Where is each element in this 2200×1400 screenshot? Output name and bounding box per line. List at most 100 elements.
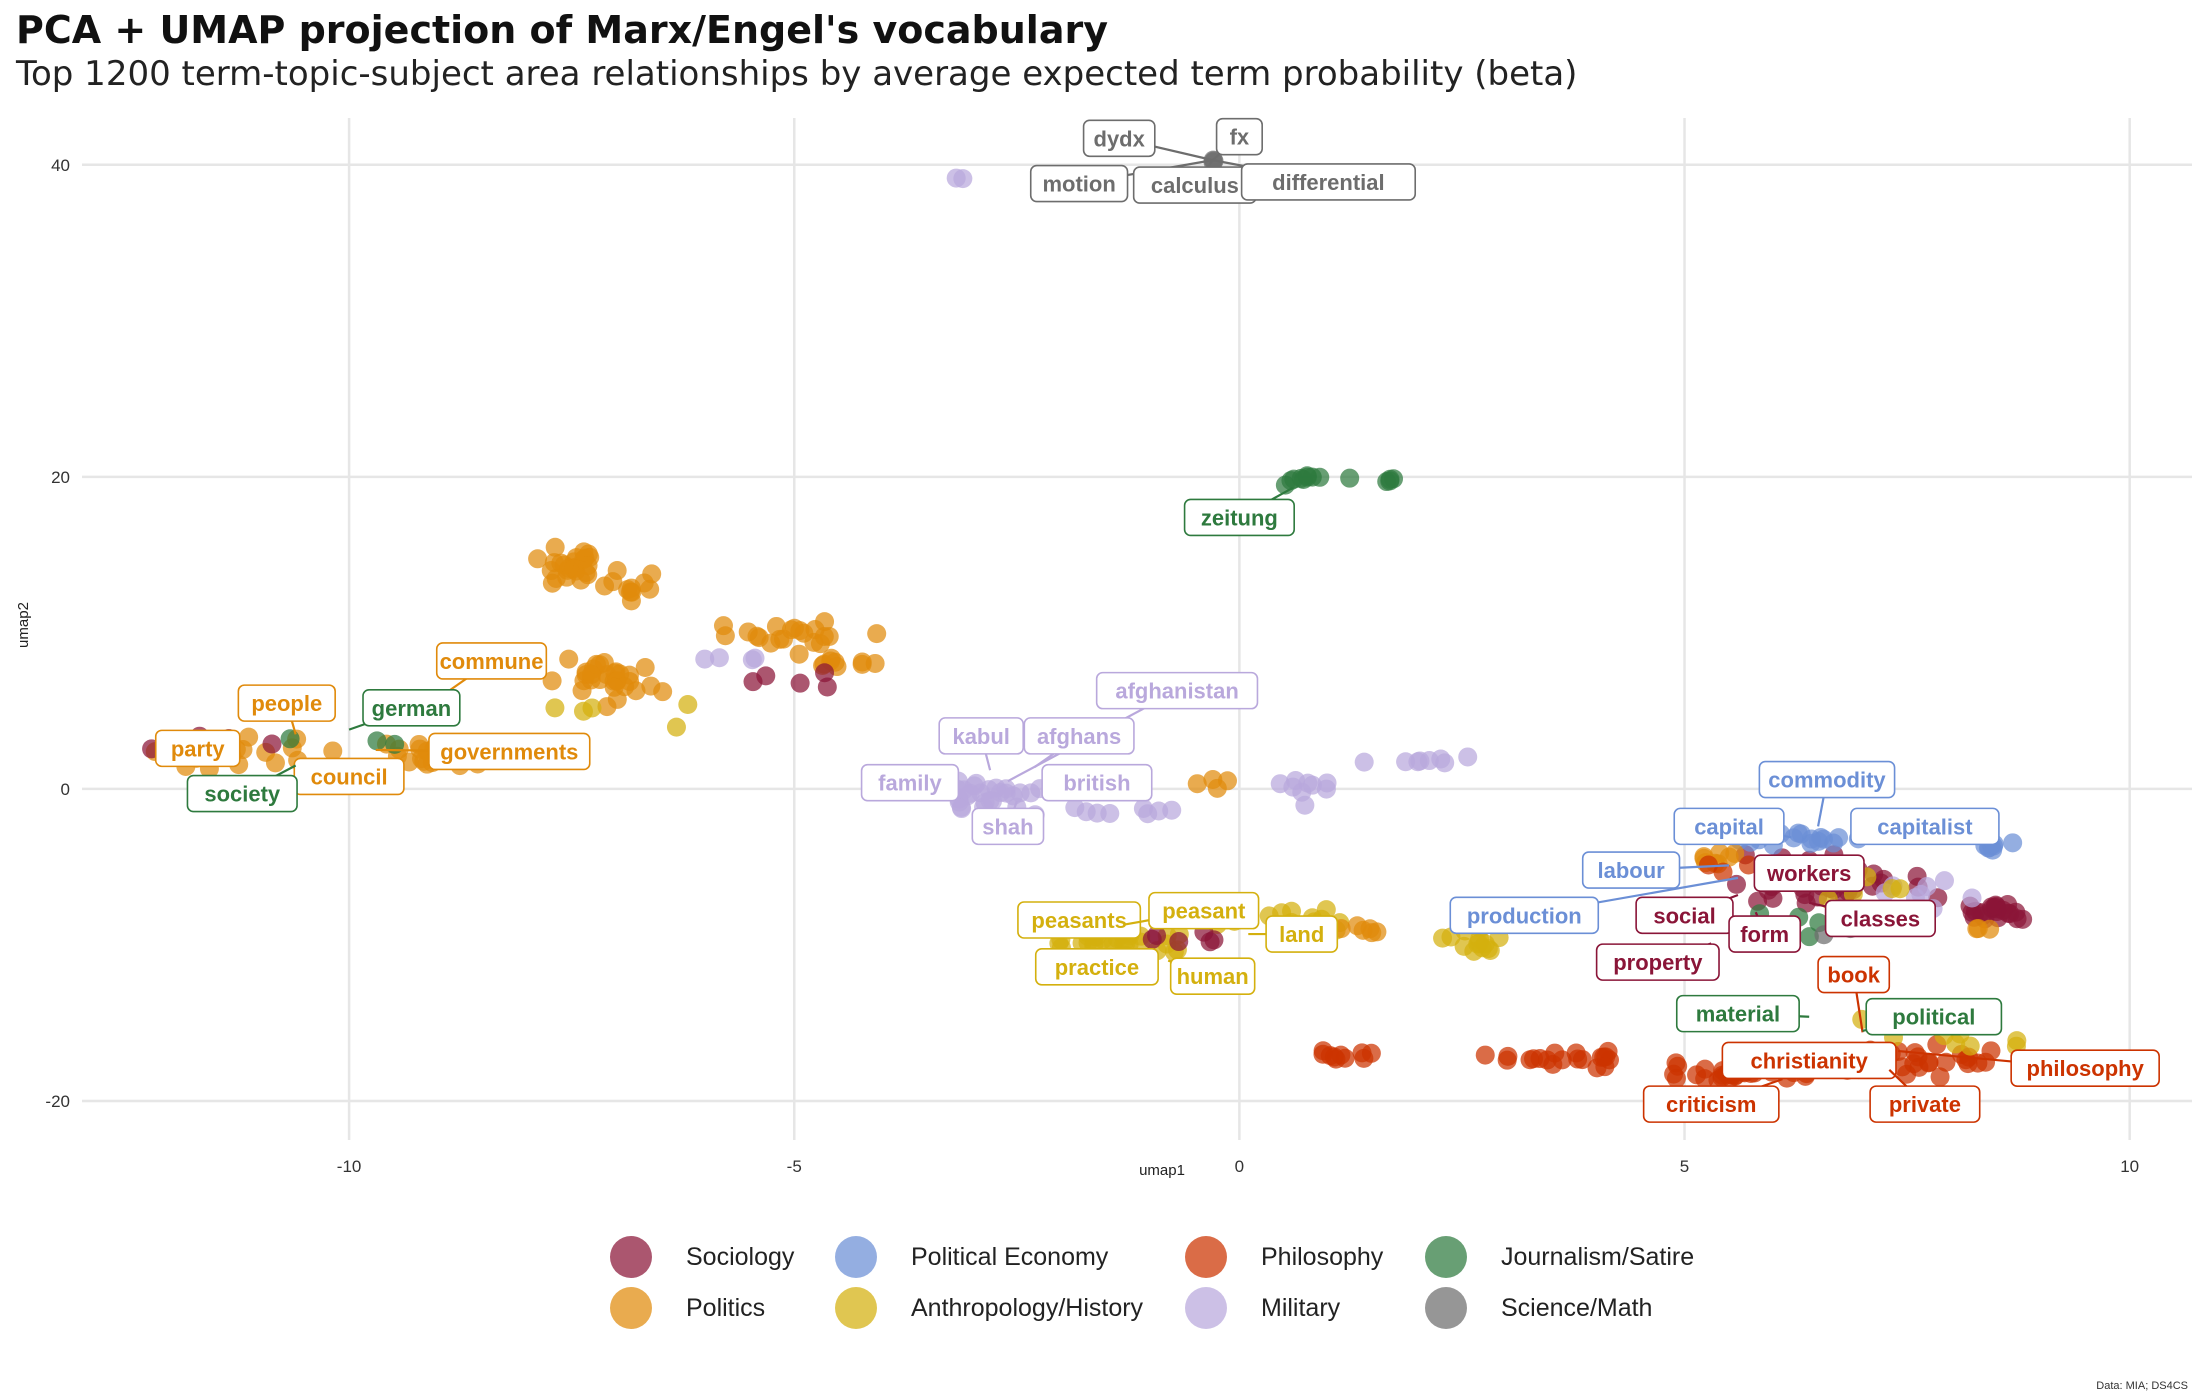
legend-label: Politics — [686, 1293, 766, 1322]
legend-label: Political Economy — [911, 1242, 1109, 1271]
data-point — [262, 734, 282, 754]
y-tick-label: 0 — [61, 780, 70, 799]
point-label-peasants: peasants — [1017, 901, 1142, 939]
legend-swatch — [1185, 1287, 1227, 1329]
data-point — [280, 729, 300, 749]
label-text: kabul — [952, 724, 1009, 749]
data-point — [1930, 1067, 1950, 1087]
data-point — [852, 652, 872, 672]
label-text: private — [1889, 1092, 1961, 1117]
data-point — [946, 168, 966, 188]
label-text: commune — [440, 649, 544, 674]
point-label-christianity: christianity — [1721, 1041, 1897, 1080]
label-text: afghanistan — [1115, 679, 1238, 704]
data-point — [1829, 828, 1849, 848]
x-axis-label: umap1 — [1139, 1162, 1185, 1179]
data-point — [1892, 1057, 1912, 1077]
data-point — [1217, 771, 1237, 791]
legend-swatch — [1425, 1287, 1467, 1329]
x-tick-label: -5 — [787, 1157, 802, 1176]
data-point — [545, 537, 565, 557]
data-point — [582, 698, 602, 718]
legend-swatch — [610, 1287, 652, 1329]
data-point — [790, 673, 810, 693]
point-label-family: family — [860, 763, 960, 802]
label-text: fx — [1230, 125, 1250, 150]
chart-subtitle: Top 1200 term-topic-subject area relatio… — [16, 54, 1578, 94]
data-point — [1283, 777, 1303, 797]
data-point — [1524, 1049, 1544, 1069]
y-tick-label: -20 — [45, 1092, 70, 1111]
point-label-capitalist: capitalist — [1850, 807, 2000, 846]
point-label-society: society — [186, 774, 298, 813]
data-point — [789, 644, 809, 664]
legend-swatch — [835, 1287, 877, 1329]
data-point — [1458, 747, 1478, 767]
point-label-people: people — [237, 684, 336, 722]
x-tick-label: 0 — [1235, 1157, 1244, 1176]
label-text: zeitung — [1201, 505, 1278, 530]
data-point — [666, 717, 686, 737]
data-point — [1298, 773, 1318, 793]
data-point — [678, 695, 698, 715]
label-text: people — [251, 691, 322, 716]
data-point — [1796, 893, 1816, 913]
axis-ticks: -10 -5 0 5 10 -20 0 20 40 — [45, 156, 2139, 1176]
data-point — [1313, 1041, 1333, 1061]
label-text: family — [878, 771, 942, 796]
data-point — [815, 663, 835, 683]
data-point — [1410, 751, 1430, 771]
x-tick-label: 10 — [2120, 1157, 2139, 1176]
label-text: peasant — [1162, 899, 1246, 924]
point-label-criticism: criticism — [1642, 1085, 1780, 1123]
label-text: political — [1892, 1005, 1975, 1030]
legend-swatch — [1425, 1236, 1467, 1278]
legend-item: Military — [1185, 1283, 1340, 1333]
point-label-commune: commune — [435, 642, 548, 680]
data-point — [1435, 753, 1455, 773]
data-point — [542, 671, 562, 691]
label-text: party — [171, 736, 226, 761]
legend-item: Politics — [610, 1283, 765, 1333]
data-point — [1316, 900, 1336, 920]
data-point — [1361, 1043, 1381, 1063]
data-point — [1799, 927, 1819, 947]
point-label-party: party — [154, 729, 241, 768]
data-point — [581, 664, 601, 684]
data-point — [1882, 879, 1902, 899]
data-point — [1468, 934, 1488, 954]
data-point — [1295, 795, 1315, 815]
data-point — [790, 621, 810, 641]
data-point — [1331, 1045, 1351, 1065]
data-point — [1200, 932, 1220, 952]
data-point — [695, 649, 715, 669]
label-text: commodity — [1768, 768, 1886, 793]
data-point — [1433, 928, 1453, 948]
data-point — [1936, 1052, 1956, 1072]
data-point — [1980, 919, 2000, 939]
data-point — [640, 579, 660, 599]
point-label-fx: fx — [1215, 117, 1263, 156]
data-point — [603, 572, 623, 592]
legend-swatch — [835, 1236, 877, 1278]
data-point — [641, 676, 661, 696]
point-label-production: production — [1449, 896, 1600, 935]
data-point — [1347, 916, 1367, 936]
point-label-calculus: calculus — [1132, 166, 1257, 204]
point-label-book: book — [1817, 955, 1891, 994]
data-point — [1203, 769, 1223, 789]
legend-label: Military — [1261, 1293, 1341, 1322]
point-label-capital: capital — [1673, 807, 1785, 846]
point-label-social: social — [1635, 896, 1734, 935]
data-point — [1668, 1056, 1688, 1076]
data-point — [559, 649, 579, 669]
label-text: capital — [1694, 814, 1764, 839]
point-label-afghanistan: afghanistan — [1095, 671, 1259, 710]
point-label-material: material — [1675, 994, 1800, 1033]
point-label-labour: labour — [1581, 851, 1681, 889]
label-text: property — [1613, 950, 1703, 975]
label-text: classes — [1841, 906, 1921, 931]
legend-item: Sociology — [610, 1232, 794, 1282]
data-point — [1710, 843, 1730, 863]
point-label-kabul: kabul — [938, 717, 1024, 755]
